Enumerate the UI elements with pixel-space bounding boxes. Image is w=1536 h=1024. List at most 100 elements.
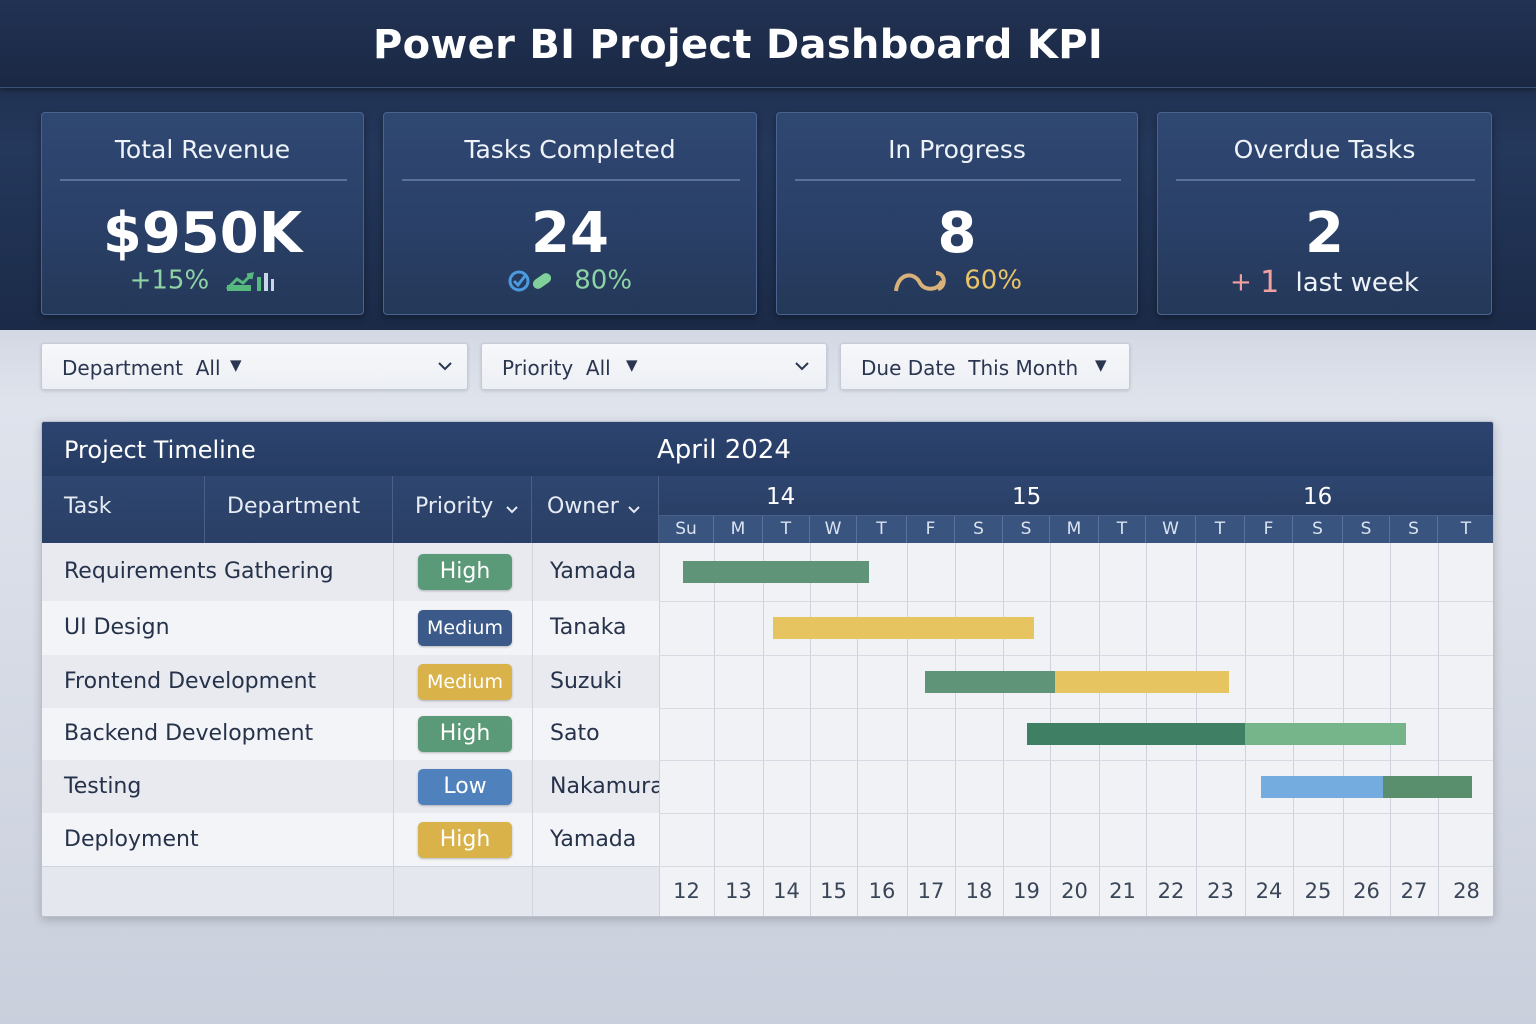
gantt-bar[interactable] xyxy=(773,617,1034,639)
day-number: 26 xyxy=(1353,879,1380,903)
kpi-change-number: 1 xyxy=(1260,265,1280,300)
grid-line xyxy=(907,543,908,916)
day-number: 15 xyxy=(820,879,847,903)
kpi-change-prefix: + xyxy=(1230,267,1252,298)
table-row[interactable]: Frontend Development Medium Suzuki xyxy=(42,655,659,708)
day-number: 19 xyxy=(1013,879,1040,903)
footer-divider xyxy=(532,867,533,916)
gantt-bar[interactable] xyxy=(1027,723,1245,745)
day-number: 21 xyxy=(1109,879,1136,903)
task-name: Deployment xyxy=(64,827,199,852)
table-row[interactable]: Deployment High Yamada xyxy=(42,813,659,866)
kpi-change: +15% xyxy=(42,265,363,296)
kpi-change: + 1 last week xyxy=(1158,265,1491,300)
day-of-week-label: T xyxy=(1438,516,1493,543)
day-number: 28 xyxy=(1453,879,1480,903)
grid-line xyxy=(714,543,715,916)
day-number: 12 xyxy=(673,879,700,903)
sort-caret-icon xyxy=(628,506,640,514)
day-number: 23 xyxy=(1207,879,1234,903)
day-number: 18 xyxy=(965,879,993,903)
kpi-divider xyxy=(402,179,740,181)
kpi-label: Overdue Tasks xyxy=(1233,135,1416,164)
week-number: 16 xyxy=(1303,484,1333,510)
caret-down-icon: ▼ xyxy=(230,356,242,374)
column-header-task[interactable]: Task xyxy=(42,476,205,543)
day-of-week-label: S xyxy=(1003,516,1050,543)
day-of-week-label: F xyxy=(907,516,955,543)
table-row[interactable]: UI Design Medium Tanaka xyxy=(42,601,659,655)
caret-down-icon: ▼ xyxy=(1095,356,1107,374)
kpi-change-text: 60% xyxy=(964,265,1023,296)
dashboard-header: Power BI Project Dashboard KPI Total Rev… xyxy=(0,0,1536,330)
dashboard-title: Power BI Project Dashboard KPI xyxy=(372,22,1103,68)
grid-line xyxy=(763,543,764,916)
gantt-bar[interactable] xyxy=(683,561,869,583)
grid-row-line xyxy=(659,760,1493,761)
check-badge-icon xyxy=(508,270,552,291)
gantt-bar[interactable] xyxy=(1055,670,1229,693)
kpi-card-in-progress[interactable]: In Progress 8 60% xyxy=(776,112,1138,315)
gantt-grid: 12 13 14 15 16 17 18 19 20 21 22 23 24 25 26 27 28 xyxy=(659,543,1493,916)
day-of-week-label: M xyxy=(714,516,763,543)
bar-trend-icon xyxy=(226,271,275,291)
priority-badge: High xyxy=(418,821,512,858)
gantt-bar[interactable] xyxy=(1261,775,1383,798)
week-header: 14 15 16 xyxy=(659,476,1493,516)
table-row[interactable]: Backend Development High Sato xyxy=(42,708,659,760)
task-name: Requirements Gathering xyxy=(64,559,334,584)
kpi-divider xyxy=(60,179,347,181)
gantt-bar[interactable] xyxy=(1245,723,1406,745)
day-of-week-label: M xyxy=(1050,516,1099,543)
week-number: 14 xyxy=(766,484,796,510)
kpi-change: 60% xyxy=(777,265,1137,296)
owner-name: Yamada xyxy=(532,813,659,866)
kpi-divider xyxy=(1176,179,1475,181)
gantt-bar[interactable] xyxy=(925,670,1055,693)
grid-row-line xyxy=(659,708,1493,709)
priority-badge: High xyxy=(418,554,512,590)
owner-name: Tanaka xyxy=(532,601,659,655)
column-header-department[interactable]: Department xyxy=(205,476,393,543)
priority-badge: Medium xyxy=(418,663,512,700)
column-header-priority[interactable]: Priority xyxy=(393,476,532,543)
grid-line xyxy=(659,543,660,916)
day-of-week-label: T xyxy=(763,516,810,543)
panel-header: Project Timeline April 2024 xyxy=(42,422,1493,476)
day-of-week-label: T xyxy=(1099,516,1146,543)
day-number: 27 xyxy=(1400,879,1428,903)
gantt-bar[interactable] xyxy=(1383,775,1472,798)
kpi-change-text: last week xyxy=(1295,267,1419,298)
department-filter[interactable]: Department All ▼ xyxy=(41,343,468,390)
kpi-value: 8 xyxy=(937,201,977,266)
caret-down-icon: ▼ xyxy=(626,356,638,374)
day-number: 22 xyxy=(1157,879,1185,903)
column-header-owner[interactable]: Owner xyxy=(532,476,659,543)
kpi-change-text: 80% xyxy=(574,265,633,296)
kpi-card-tasks-completed[interactable]: Tasks Completed 24 80% xyxy=(383,112,757,315)
day-of-week-label: Su xyxy=(659,516,714,543)
day-number: 24 xyxy=(1255,879,1283,903)
panel-title: Project Timeline xyxy=(64,436,256,464)
kpi-value: $950K xyxy=(102,201,303,266)
filter-label: Priority All xyxy=(502,356,611,380)
owner-name: Sato xyxy=(532,708,659,760)
priority-badge: High xyxy=(418,716,512,752)
sort-caret-icon xyxy=(506,506,518,514)
kpi-card-total-revenue[interactable]: Total Revenue $950K +15% xyxy=(41,112,364,315)
grid-line xyxy=(1438,543,1439,916)
table-row[interactable]: Requirements Gathering High Yamada xyxy=(42,543,659,601)
kpi-card-overdue-tasks[interactable]: Overdue Tasks 2 + 1 last week xyxy=(1157,112,1492,315)
kpi-label: Total Revenue xyxy=(114,135,291,164)
filter-label: Due Date This Month xyxy=(861,356,1079,380)
priority-cell: Low xyxy=(393,760,532,813)
owner-name: Nakamura xyxy=(532,760,664,813)
priority-badge: Medium xyxy=(418,610,512,646)
priority-filter[interactable]: Priority All ▼ xyxy=(481,343,827,390)
grid-line xyxy=(955,543,956,916)
filter-label: Department All xyxy=(62,356,221,380)
day-number: 20 xyxy=(1061,879,1088,903)
day-number: 17 xyxy=(917,879,945,903)
table-row[interactable]: Testing Low Nakamura xyxy=(42,760,664,813)
due-date-filter[interactable]: Due Date This Month ▼ xyxy=(840,343,1130,390)
